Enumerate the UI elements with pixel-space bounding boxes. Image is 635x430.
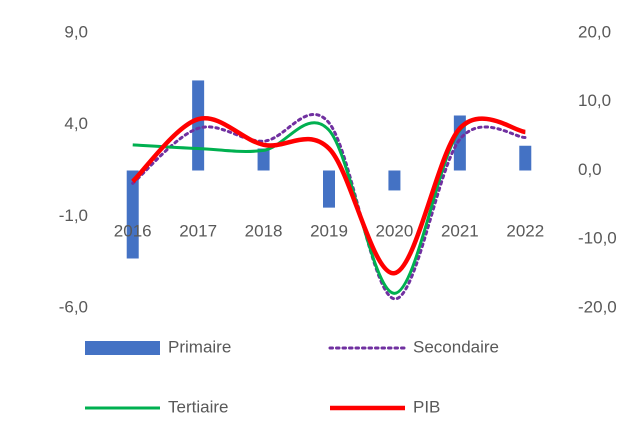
- y-tick-label: 9,0: [64, 22, 88, 41]
- x-tick-label: 2019: [310, 221, 348, 240]
- x-tick-label: 2020: [376, 221, 414, 240]
- y2-tick-label: 10,0: [578, 91, 611, 110]
- x-tick-label: 2022: [506, 221, 544, 240]
- legend-label: Secondaire: [413, 337, 499, 356]
- legend-label: PIB: [413, 397, 440, 416]
- legend-label: Tertiaire: [168, 397, 228, 416]
- y2-tick-label: -10,0: [578, 229, 617, 248]
- y2-tick-label: -20,0: [578, 297, 617, 316]
- line: [131, 116, 526, 276]
- bar: [388, 170, 401, 191]
- bar: [126, 170, 139, 259]
- x-tick-label: 2017: [179, 221, 217, 240]
- legend-swatch: [85, 341, 160, 355]
- bar: [323, 170, 335, 208]
- y-tick-label: -1,0: [59, 206, 88, 225]
- x-tick-label: 2021: [441, 221, 479, 240]
- y-tick-label: 4,0: [64, 114, 88, 133]
- x-tick-label: 2018: [245, 221, 283, 240]
- bar: [519, 145, 532, 171]
- bar: [257, 148, 270, 171]
- bar: [192, 80, 205, 171]
- x-tick-label: 2016: [114, 221, 152, 240]
- legend-label: Primaire: [168, 337, 231, 356]
- line: [131, 113, 527, 301]
- y-tick-label: -6,0: [59, 297, 88, 316]
- y2-tick-label: 20,0: [578, 22, 611, 41]
- y2-tick-label: 0,0: [578, 160, 602, 179]
